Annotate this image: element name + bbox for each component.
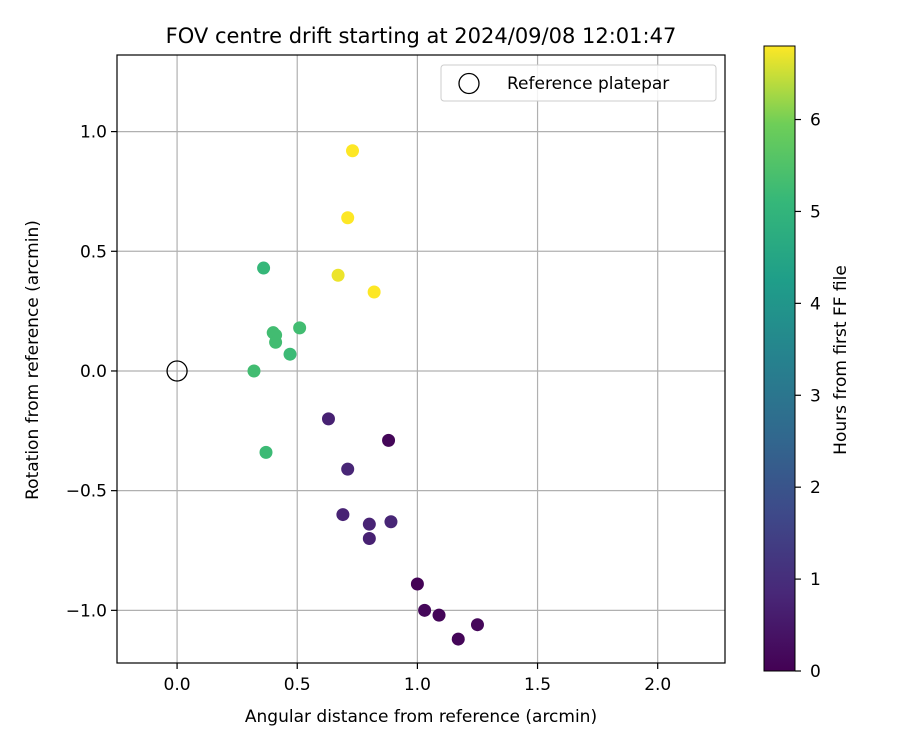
data-point xyxy=(321,412,335,426)
chart-title: FOV centre drift starting at 2024/09/08 … xyxy=(166,24,677,48)
legend: Reference platepar xyxy=(440,64,717,102)
colorbar-tick-label: 0 xyxy=(810,662,821,682)
data-point xyxy=(432,608,446,622)
y-tick-label: 0.5 xyxy=(80,242,107,262)
data-point xyxy=(470,618,484,632)
x-tick-label: 0.0 xyxy=(164,675,191,695)
reference-platepar-marker xyxy=(166,360,188,382)
data-point xyxy=(341,211,355,225)
y-axis-ticks: −1.0 −0.5 0.0 0.5 1.0 xyxy=(66,123,117,621)
colorbar: 0 1 2 3 4 5 6 Hours from first FF file xyxy=(763,45,851,682)
data-point xyxy=(362,517,376,531)
y-tick-label: 0.0 xyxy=(80,362,107,382)
data-point xyxy=(346,144,360,158)
data-point xyxy=(418,603,432,617)
legend-marker-reference xyxy=(458,72,480,95)
y-axis-label: Rotation from reference (arcmin) xyxy=(23,220,43,500)
y-tick-label: 1.0 xyxy=(80,123,107,143)
y-tick-label: −0.5 xyxy=(66,482,107,502)
data-point xyxy=(269,335,283,349)
data-point xyxy=(283,347,297,361)
colorbar-tick-label: 1 xyxy=(810,570,821,590)
plot-frame xyxy=(116,54,726,664)
data-point xyxy=(341,462,355,476)
data-point xyxy=(410,577,424,591)
colorbar-tick-label: 4 xyxy=(810,294,821,314)
x-axis-label: Angular distance from reference (arcmin) xyxy=(245,707,597,727)
colorbar-tick-label: 3 xyxy=(810,386,821,406)
colorbar-tick-label: 6 xyxy=(810,111,821,131)
data-points xyxy=(166,144,484,646)
data-point xyxy=(331,268,345,282)
x-axis-ticks: 0.0 0.5 1.0 1.5 2.0 xyxy=(164,663,671,695)
data-point xyxy=(336,508,350,522)
colorbar-ticks: 0 1 2 3 4 5 6 xyxy=(795,111,821,682)
grid-lines xyxy=(117,55,725,663)
x-tick-label: 0.5 xyxy=(284,675,311,695)
colorbar-tick-label: 5 xyxy=(810,202,821,222)
colorbar-gradient xyxy=(763,45,796,672)
x-tick-label: 1.5 xyxy=(524,675,551,695)
data-point xyxy=(384,515,398,529)
data-point xyxy=(362,532,376,546)
colorbar-label: Hours from first FF file xyxy=(831,265,851,455)
data-point xyxy=(257,261,271,275)
y-tick-label: −1.0 xyxy=(66,601,107,621)
data-point xyxy=(451,632,465,646)
legend-box xyxy=(440,64,717,102)
x-tick-label: 2.0 xyxy=(644,675,671,695)
data-point xyxy=(259,445,273,459)
data-point xyxy=(382,433,396,447)
data-point xyxy=(247,364,261,378)
legend-label-reference: Reference platepar xyxy=(507,74,669,94)
data-point xyxy=(293,321,307,335)
x-tick-label: 1.0 xyxy=(404,675,431,695)
colorbar-tick-label: 2 xyxy=(810,478,821,498)
data-point xyxy=(367,285,381,299)
